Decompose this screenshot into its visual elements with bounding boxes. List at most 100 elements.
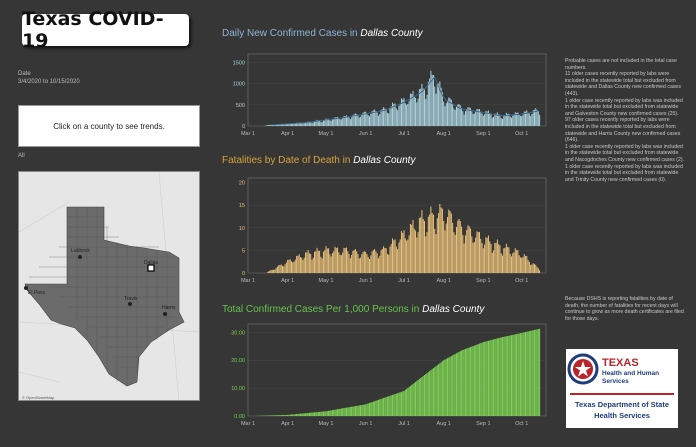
bar[interactable] <box>413 382 415 416</box>
bar[interactable] <box>519 333 521 416</box>
bar[interactable] <box>454 234 456 273</box>
bar[interactable] <box>421 210 423 273</box>
bar[interactable] <box>399 239 401 273</box>
bar[interactable] <box>467 348 469 416</box>
bar[interactable] <box>331 253 333 273</box>
bar[interactable] <box>290 123 292 126</box>
bar[interactable] <box>487 340 489 416</box>
bar[interactable] <box>275 415 277 416</box>
bar[interactable] <box>486 341 488 416</box>
bar[interactable] <box>403 390 405 416</box>
bar[interactable] <box>530 330 532 416</box>
bar[interactable] <box>436 365 438 416</box>
bar[interactable] <box>429 78 431 126</box>
bar[interactable] <box>431 213 433 273</box>
bar[interactable] <box>508 113 510 126</box>
bar[interactable] <box>284 264 286 273</box>
bar[interactable] <box>328 248 330 273</box>
bar[interactable] <box>384 108 386 126</box>
bar[interactable] <box>379 255 381 273</box>
bar[interactable] <box>380 110 382 126</box>
bar[interactable] <box>303 123 305 126</box>
bar[interactable] <box>406 388 408 416</box>
bar[interactable] <box>352 406 354 416</box>
bar[interactable] <box>301 257 303 273</box>
bar[interactable] <box>280 415 282 416</box>
bar[interactable] <box>270 124 272 126</box>
bar[interactable] <box>525 111 527 126</box>
bar[interactable] <box>512 115 514 126</box>
bar[interactable] <box>480 238 482 273</box>
bar[interactable] <box>459 105 461 126</box>
bar[interactable] <box>283 124 285 126</box>
bar[interactable] <box>475 111 477 126</box>
daily-cases-chart[interactable]: 0 500 1000 1500 Mar 1 Apr 1 May 1 Jun 1 Jul 1 Aug… <box>222 48 552 140</box>
bar[interactable] <box>392 102 394 126</box>
bar[interactable] <box>328 410 330 416</box>
bar[interactable] <box>271 269 273 273</box>
bar[interactable] <box>381 248 383 273</box>
bar[interactable] <box>416 102 418 126</box>
bar[interactable] <box>287 414 289 416</box>
bar[interactable] <box>537 329 539 416</box>
bar[interactable] <box>326 411 328 416</box>
bar[interactable] <box>464 349 466 416</box>
bar[interactable] <box>535 264 537 273</box>
bar[interactable] <box>326 248 328 273</box>
bar[interactable] <box>315 412 317 416</box>
bar[interactable] <box>518 115 520 126</box>
bar[interactable] <box>411 384 413 416</box>
bar[interactable] <box>329 254 331 273</box>
bar[interactable] <box>427 216 429 273</box>
bar[interactable] <box>298 254 300 273</box>
bar[interactable] <box>448 357 450 416</box>
bar[interactable] <box>366 113 368 126</box>
bar[interactable] <box>391 394 394 416</box>
bar[interactable] <box>371 251 373 273</box>
bar[interactable] <box>290 414 293 416</box>
bar[interactable] <box>324 119 326 126</box>
bar[interactable] <box>357 254 359 273</box>
bar[interactable] <box>453 354 455 416</box>
bar[interactable] <box>477 109 479 126</box>
bar[interactable] <box>312 412 314 416</box>
bar[interactable] <box>376 112 378 126</box>
bar[interactable] <box>361 254 363 273</box>
bar[interactable] <box>496 338 498 416</box>
bar[interactable] <box>499 337 501 416</box>
bar[interactable] <box>324 250 326 273</box>
bar[interactable] <box>381 109 383 126</box>
bar[interactable] <box>273 269 275 273</box>
bar[interactable] <box>280 264 282 273</box>
bar[interactable] <box>438 213 440 273</box>
bar[interactable] <box>425 374 427 416</box>
bar[interactable] <box>496 239 498 273</box>
bar[interactable] <box>283 415 285 416</box>
bar[interactable] <box>526 110 528 126</box>
bar[interactable] <box>269 124 271 126</box>
bar[interactable] <box>528 331 530 416</box>
date-range[interactable]: 3/4/2020 to 10/15/2020 <box>18 79 80 85</box>
bar[interactable] <box>374 109 376 126</box>
bar[interactable] <box>293 123 295 126</box>
bar[interactable] <box>394 103 396 126</box>
bar[interactable] <box>402 232 404 273</box>
bar[interactable] <box>516 250 518 273</box>
bar[interactable] <box>514 112 516 126</box>
bar[interactable] <box>449 98 451 126</box>
bar[interactable] <box>376 400 378 416</box>
bar[interactable] <box>296 255 298 273</box>
bar[interactable] <box>513 334 515 416</box>
bar[interactable] <box>357 115 359 126</box>
bar[interactable] <box>275 124 277 126</box>
bar[interactable] <box>333 409 335 416</box>
bar[interactable] <box>461 226 463 273</box>
bar[interactable] <box>482 248 484 273</box>
bar[interactable] <box>325 118 327 126</box>
bar[interactable] <box>425 98 427 126</box>
bar[interactable] <box>445 103 447 126</box>
bar[interactable] <box>335 248 337 273</box>
bar[interactable] <box>308 412 310 416</box>
fatalities-chart[interactable]: 0 5 10 15 20 Mar 1 Apr 1 May 1 Jun 1 Jul 1 Aug 1 Se… <box>222 172 552 287</box>
bar[interactable] <box>513 252 515 273</box>
